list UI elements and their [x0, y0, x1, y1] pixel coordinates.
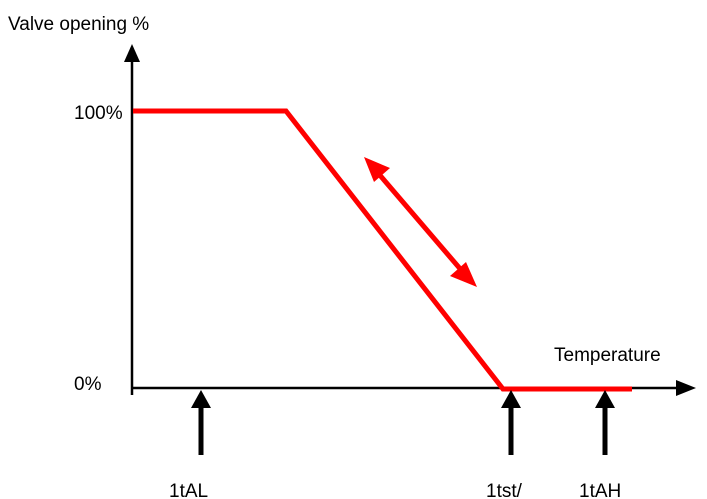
valve-curve	[133, 108, 632, 392]
marker-1tst-label: 1tst/	[486, 481, 523, 499]
y-tick-100: 100%	[74, 103, 123, 124]
x-axis-arrowhead	[676, 380, 696, 396]
x-axis-label: Temperature	[554, 345, 661, 366]
y-axis	[124, 44, 140, 395]
marker-1tah-arrow	[595, 390, 615, 455]
marker-1tal-label: 1tAL	[169, 481, 208, 499]
y-axis-label: Valve opening %	[8, 14, 149, 35]
adjustable-slope-double-arrow-icon	[364, 157, 477, 287]
marker-1tst-arrow	[501, 390, 521, 455]
y-tick-0: 0%	[74, 374, 102, 395]
y-axis-arrowhead	[124, 44, 140, 62]
marker-1tal-arrow	[191, 390, 211, 455]
marker-1tah-label: 1tAH	[579, 481, 621, 499]
